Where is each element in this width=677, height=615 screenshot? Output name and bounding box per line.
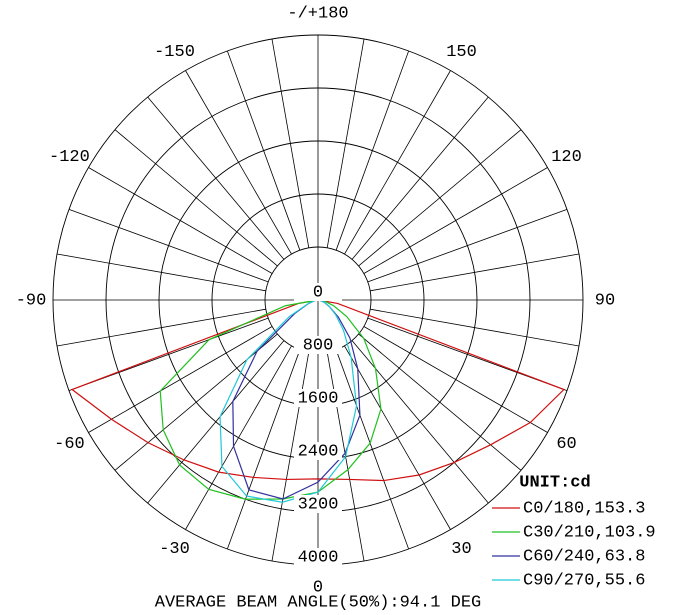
curve xyxy=(219,299,358,503)
angle-tick-label: -120 xyxy=(49,148,90,167)
caption: AVERAGE BEAM ANGLE(50%):94.1 DEG xyxy=(155,593,481,612)
r-tick-label: 1600 xyxy=(298,389,339,408)
angle-tick-label: -/+180 xyxy=(287,4,348,23)
legend-label: C60/240,63.8 xyxy=(523,547,645,566)
angle-tick-label: 90 xyxy=(595,291,615,310)
r-tick-label: 0 xyxy=(313,283,323,302)
curve xyxy=(70,299,565,482)
r-label-bg xyxy=(294,442,342,460)
angle-tick-label: 0 xyxy=(313,578,323,597)
r-label-bg xyxy=(294,336,342,354)
r-tick-label: 3200 xyxy=(298,495,339,514)
r-label-bg xyxy=(294,283,342,301)
angle-tick-label: 150 xyxy=(446,43,477,62)
legend-label: C30/210,103.9 xyxy=(523,523,656,542)
angle-tick-label: 60 xyxy=(556,435,576,454)
angle-tick-label: 30 xyxy=(451,540,471,559)
angle-tick-label: -90 xyxy=(16,291,47,310)
r-label-bg xyxy=(294,389,342,407)
angle-tick-label: -150 xyxy=(154,43,195,62)
legend-label: C0/180,153.3 xyxy=(523,499,645,518)
r-label-bg xyxy=(294,495,342,513)
r-tick-label: 4000 xyxy=(298,548,339,567)
r-label-bg xyxy=(294,548,342,566)
legend-title: UNIT:cd xyxy=(519,473,590,492)
r-tick-label: 2400 xyxy=(298,442,339,461)
r-tick-label: 800 xyxy=(303,336,334,355)
angle-tick-label: -30 xyxy=(159,540,190,559)
angle-tick-label: -60 xyxy=(54,435,85,454)
legend-label: C90/270,55.6 xyxy=(523,571,645,590)
angle-tick-label: 120 xyxy=(551,148,582,167)
curve xyxy=(159,299,382,500)
